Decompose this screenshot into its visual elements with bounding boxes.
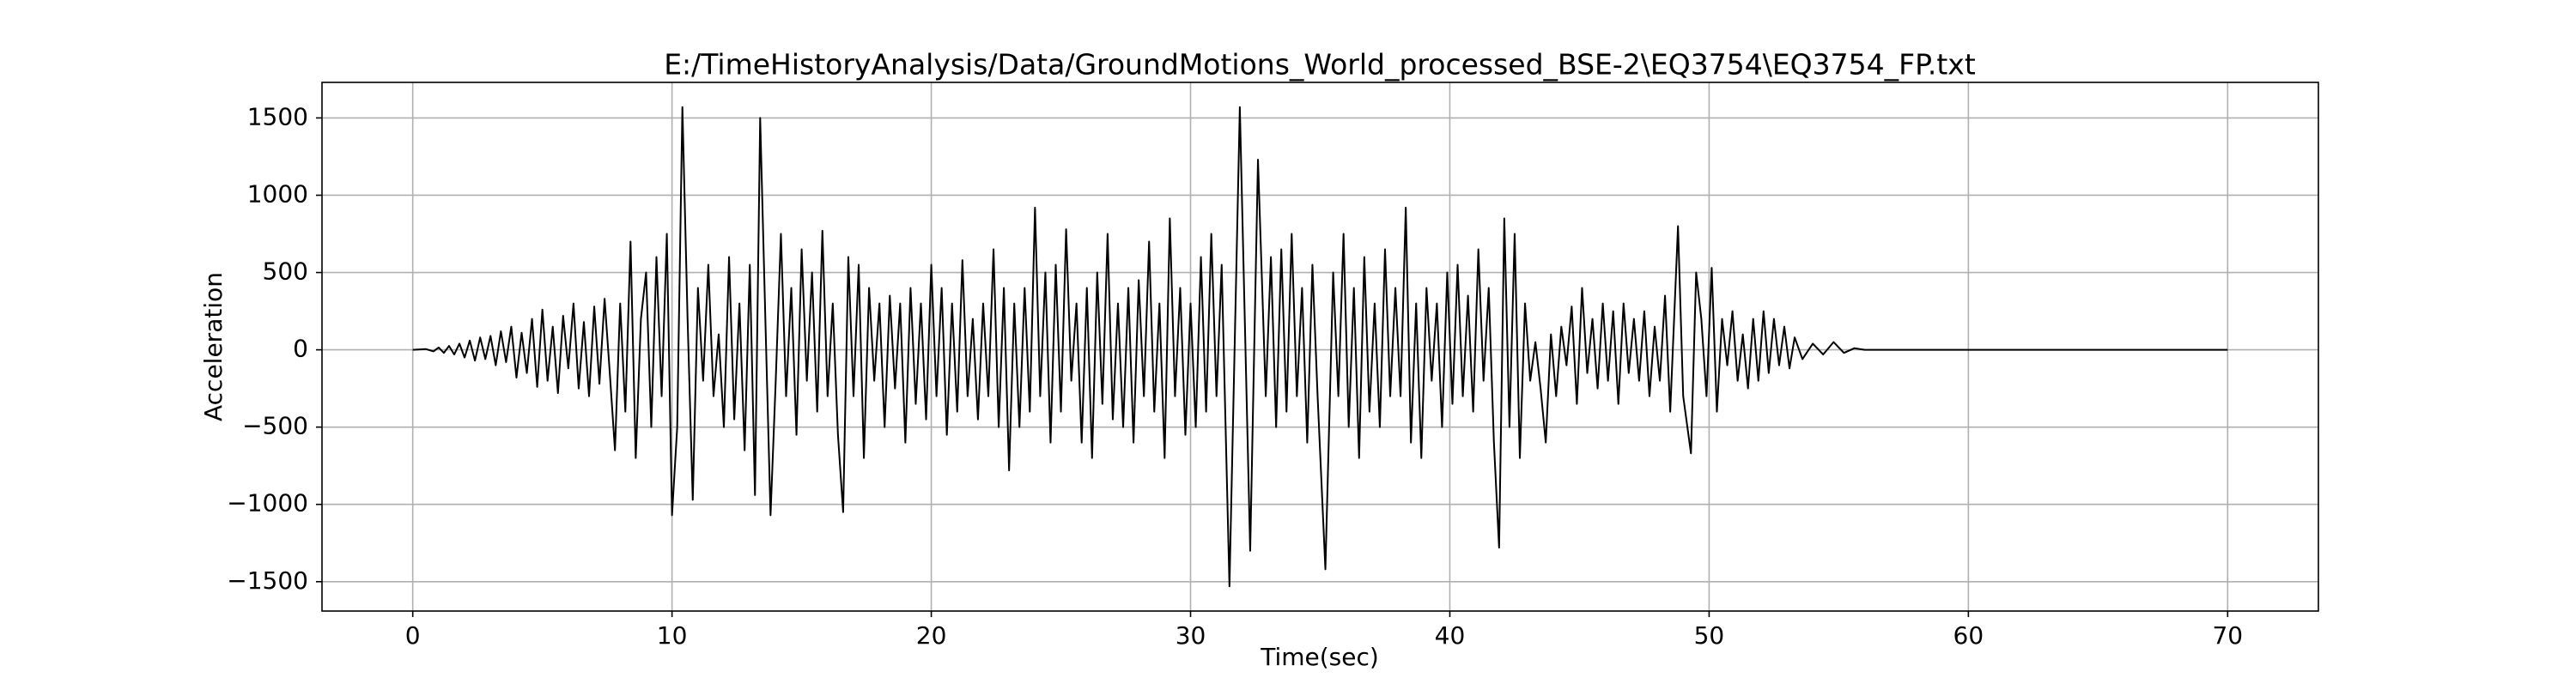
x-tick-label: 20	[916, 621, 947, 650]
y-axis-label: Acceleration	[199, 272, 228, 421]
x-tick-label: 40	[1435, 621, 1466, 650]
plot-frame	[321, 82, 2319, 612]
x-tick-label: 60	[1953, 621, 1984, 650]
y-tick-label: 1500	[247, 102, 308, 130]
signal-line	[412, 106, 2228, 588]
y-tick-label: −1000	[227, 489, 308, 518]
x-tick-label: 10	[657, 621, 688, 650]
chart-title: E:/TimeHistoryAnalysis/Data/GroundMotion…	[664, 48, 1976, 82]
x-axis-label: Time(sec)	[1260, 643, 1379, 671]
y-tick-label: −500	[242, 412, 308, 440]
y-tick-label: 1000	[247, 179, 308, 208]
y-tick-label: 0	[293, 335, 308, 363]
x-tick-label: 50	[1694, 621, 1725, 650]
y-tick-label: 500	[263, 257, 308, 286]
x-tick-label: 30	[1176, 621, 1206, 650]
x-tick-label: 70	[2212, 621, 2243, 650]
x-tick-label: 0	[405, 621, 421, 650]
y-tick-label: −1500	[227, 566, 308, 595]
